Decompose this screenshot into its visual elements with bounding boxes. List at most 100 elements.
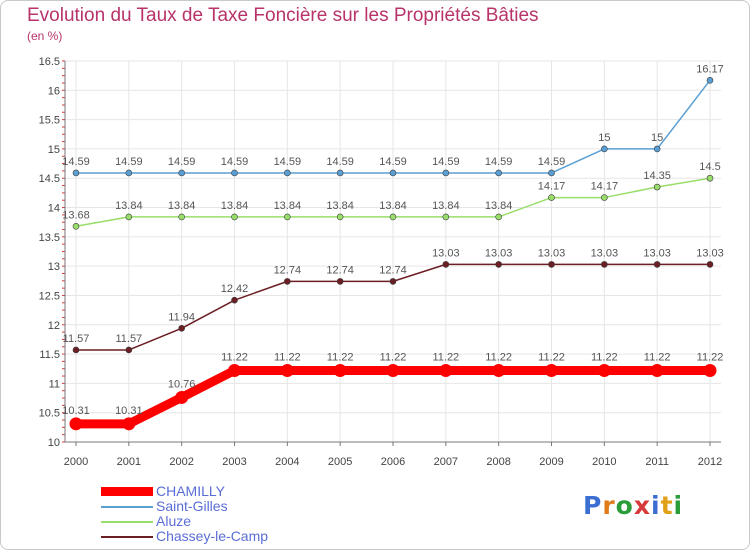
point-saint-gilles xyxy=(601,145,608,153)
point-saint-gilles xyxy=(653,145,661,153)
x-tick-label: 2004 xyxy=(275,456,299,468)
data-label-chassey-le-camp: 13.03 xyxy=(591,247,619,259)
y-tick-label: 13 xyxy=(48,261,60,273)
point-aluze xyxy=(706,174,714,182)
data-label-chassey-le-camp: 13.03 xyxy=(485,247,513,259)
point-chassey-le-camp xyxy=(284,278,291,285)
point-saint-gilles xyxy=(125,169,133,177)
y-tick-label: 12.5 xyxy=(39,290,60,302)
x-tick-label: 2001 xyxy=(117,456,141,468)
chart-unit: (en %) xyxy=(27,29,63,43)
data-label-chassey-le-camp: 13.03 xyxy=(538,247,566,259)
data-label-aluze: 13.84 xyxy=(168,200,196,212)
y-tick-label: 12 xyxy=(48,320,60,332)
data-label-aluze: 13.84 xyxy=(379,200,407,212)
point-chamilly xyxy=(650,363,664,377)
data-label-chamilly: 11.22 xyxy=(274,351,301,363)
legend-label-saint-gilles: Saint-Gilles xyxy=(156,498,228,514)
data-label-aluze: 14.5 xyxy=(699,161,720,173)
data-label-aluze: 13.84 xyxy=(221,200,249,212)
point-saint-gilles xyxy=(231,169,238,177)
data-label-chamilly: 11.22 xyxy=(644,351,671,363)
point-saint-gilles xyxy=(72,169,80,177)
legend-label-aluze: Aluze xyxy=(156,513,192,529)
point-saint-gilles xyxy=(495,169,502,177)
x-tick-label: 2006 xyxy=(381,456,405,468)
point-chassey-le-camp xyxy=(653,261,661,268)
data-label-saint-gilles: 14.59 xyxy=(221,156,249,168)
y-tick-label: 15 xyxy=(48,144,60,156)
data-label-chamilly: 10.76 xyxy=(168,378,196,390)
point-aluze xyxy=(178,213,185,221)
chart-title: Evolution du Taux de Taxe Foncière sur l… xyxy=(27,5,539,26)
data-label-aluze: 13.84 xyxy=(326,200,354,212)
data-label-chassey-le-camp: 13.03 xyxy=(696,247,724,259)
point-chamilly xyxy=(386,363,400,377)
data-label-chassey-le-camp: 12.42 xyxy=(221,283,249,295)
legend-label-chassey-le-camp: Chassey-le-Camp xyxy=(156,528,269,544)
data-label-chamilly: 11.22 xyxy=(432,351,459,363)
y-tick-label: 11 xyxy=(49,378,60,390)
x-tick-label: 2009 xyxy=(539,456,563,468)
point-chassey-le-camp xyxy=(125,346,133,354)
point-chamilly xyxy=(69,417,83,431)
point-aluze xyxy=(125,213,133,221)
data-label-saint-gilles: 14.59 xyxy=(274,156,302,168)
data-label-saint-gilles: 15 xyxy=(598,132,610,144)
point-aluze xyxy=(601,194,608,201)
data-label-chamilly: 11.22 xyxy=(538,351,565,363)
data-label-aluze: 13.84 xyxy=(485,200,513,212)
point-chamilly xyxy=(545,363,558,377)
legend-label-chamilly: CHAMILLY xyxy=(156,483,225,499)
point-chamilly xyxy=(228,363,241,377)
legend-swatch-chamilly xyxy=(101,487,153,496)
logo-letter: i xyxy=(651,491,661,520)
y-tick-label: 14 xyxy=(48,203,60,215)
point-chassey-le-camp xyxy=(601,261,608,268)
x-tick-label: 2000 xyxy=(64,456,88,468)
data-label-saint-gilles: 14.59 xyxy=(326,156,354,168)
point-chassey-le-camp xyxy=(178,324,185,332)
data-label-aluze: 13.68 xyxy=(62,209,90,221)
legend-swatch-aluze xyxy=(101,521,153,523)
x-tick-label: 2005 xyxy=(328,456,352,468)
point-chamilly xyxy=(333,363,347,377)
data-label-chamilly: 11.22 xyxy=(221,351,248,363)
data-label-chassey-le-camp: 11.57 xyxy=(115,333,142,345)
point-aluze xyxy=(72,222,80,230)
x-tick-label: 2008 xyxy=(486,456,510,468)
point-chamilly xyxy=(703,363,717,377)
data-label-chassey-le-camp: 12.74 xyxy=(326,264,354,276)
point-aluze xyxy=(495,213,502,221)
logo-letter: P xyxy=(583,491,603,520)
data-label-saint-gilles: 15 xyxy=(651,132,663,144)
point-chassey-le-camp xyxy=(72,346,80,354)
data-label-chassey-le-camp: 11.57 xyxy=(63,333,90,345)
point-saint-gilles xyxy=(284,169,291,177)
point-saint-gilles xyxy=(706,77,714,84)
y-tick-label: 16 xyxy=(48,85,60,97)
point-saint-gilles xyxy=(336,169,344,177)
y-tick-label: 13.5 xyxy=(39,232,60,244)
data-label-aluze: 14.35 xyxy=(643,170,671,182)
data-label-aluze: 14.17 xyxy=(538,181,566,193)
y-tick-label: 16.5 xyxy=(39,56,60,68)
x-tick-label: 2007 xyxy=(434,456,458,468)
data-label-chamilly: 10.31 xyxy=(115,405,143,417)
point-chassey-le-camp xyxy=(548,261,555,268)
point-chamilly xyxy=(175,390,189,404)
point-chamilly xyxy=(122,417,136,431)
x-tick-label: 2010 xyxy=(592,456,616,468)
data-label-saint-gilles: 14.59 xyxy=(62,156,90,168)
point-aluze xyxy=(231,213,238,221)
data-label-saint-gilles: 14.59 xyxy=(538,156,566,168)
data-label-chamilly: 11.22 xyxy=(327,351,354,363)
logo-letter: i xyxy=(673,491,684,520)
point-aluze xyxy=(653,183,661,191)
data-label-aluze: 14.17 xyxy=(591,181,619,193)
data-label-aluze: 13.84 xyxy=(274,200,302,212)
y-tick-label: 14.5 xyxy=(39,173,60,185)
point-aluze xyxy=(389,213,397,221)
